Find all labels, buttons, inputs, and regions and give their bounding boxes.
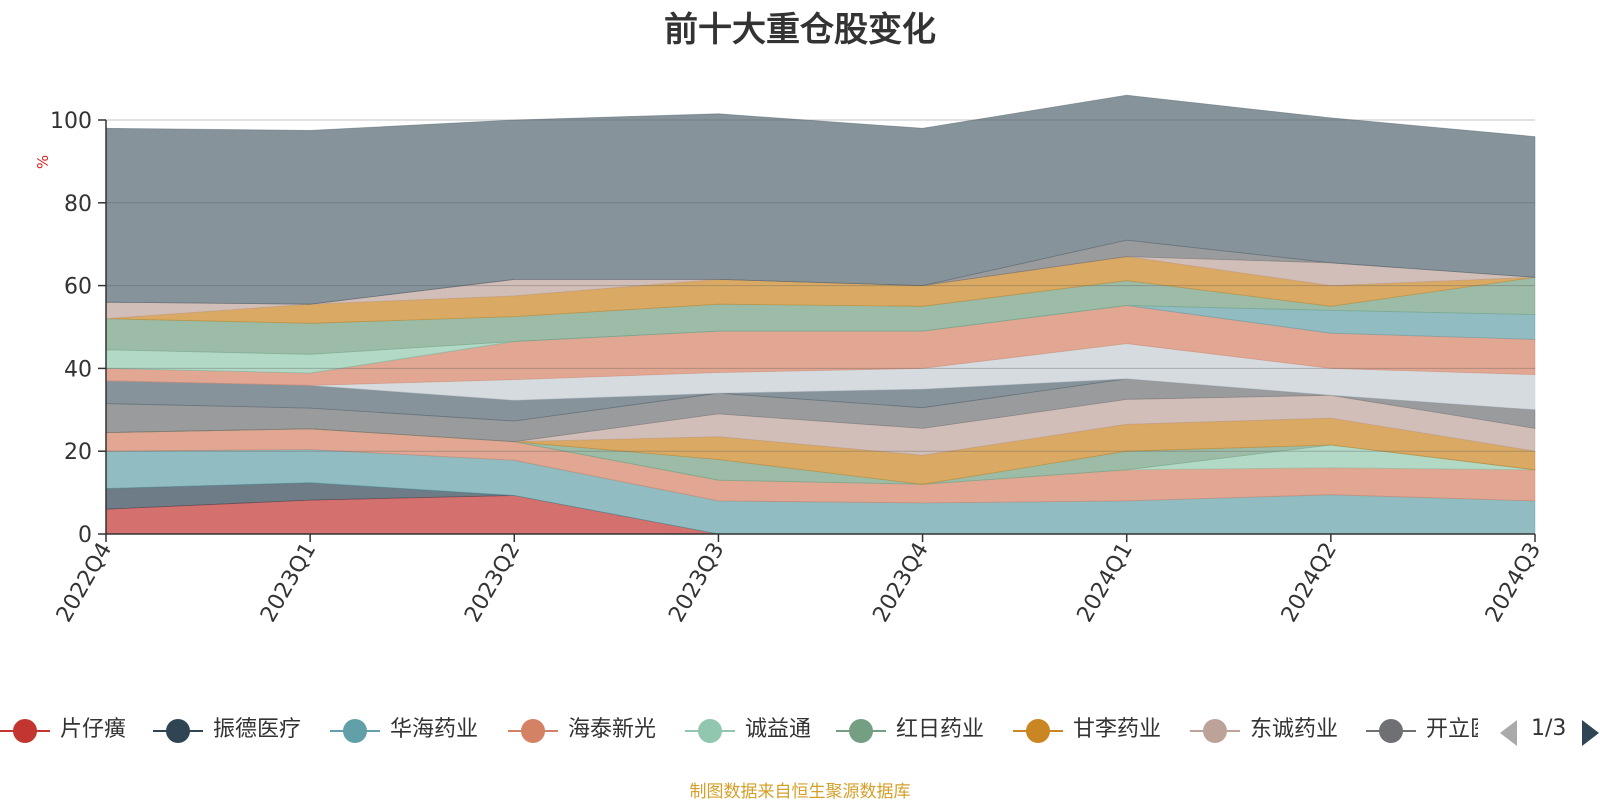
legend: 片仔癀 振德医疗 华海药业 海泰新光 诚益通 红日药业 甘李药业 东诚药业 开立医疗 1/3 — [0, 712, 1600, 752]
legend-circle-icon — [521, 719, 545, 743]
legend-circle-icon — [13, 719, 37, 743]
axes: % — [34, 120, 1535, 535]
y-tick-label-1: 20 — [64, 440, 92, 465]
legend-circle-icon — [849, 719, 873, 743]
chart-title: 前十大重仓股变化 — [664, 10, 936, 50]
legend-item-0[interactable]: 片仔癀 — [0, 714, 170, 746]
legend-pager: 1/3 — [1500, 712, 1600, 752]
legend-item-4[interactable]: 诚益通 — [685, 714, 855, 746]
legend-label: 华海药业 — [390, 717, 479, 742]
x-tick-label-7: 2024Q3 — [1481, 539, 1546, 627]
x-tick-label-6: 2024Q2 — [1277, 539, 1342, 627]
y-tick-labels: 0 20 40 60 80 100 — [50, 109, 106, 548]
area-series-group — [105, 94, 1536, 535]
legend-item-8[interactable]: 开立医疗 — [1366, 714, 1478, 746]
y-axis-unit-label: % — [34, 155, 52, 169]
x-tick-label-4: 2023Q4 — [868, 539, 933, 627]
legend-circle-icon — [343, 719, 367, 743]
legend-item-2[interactable]: 华海药业 — [330, 714, 500, 746]
x-tick-label-2: 2023Q2 — [460, 539, 525, 627]
legend-item-6[interactable]: 甘李药业 — [1013, 714, 1183, 746]
legend-page-indicator: 1/3 — [1531, 716, 1567, 741]
legend-item-3[interactable]: 海泰新光 — [508, 714, 678, 746]
legend-label: 诚益通 — [745, 717, 812, 742]
grid-lines — [106, 119, 1535, 452]
data-source-footer: 制图数据来自恒生聚源数据库 — [689, 782, 911, 802]
legend-label: 开立医疗 — [1426, 717, 1478, 742]
y-tick-label-3: 60 — [64, 275, 92, 300]
legend-item-7[interactable]: 东诚药业 — [1190, 714, 1360, 746]
y-tick-label-5: 100 — [50, 109, 92, 134]
x-tick-label-1: 2023Q1 — [256, 539, 321, 627]
legend-label: 片仔癀 — [60, 717, 127, 742]
area-series-18 — [105, 94, 1536, 305]
legend-label: 东诚药业 — [1250, 717, 1339, 742]
legend-circle-icon — [1203, 719, 1227, 743]
x-tick-label-5: 2024Q1 — [1073, 539, 1138, 627]
legend-items: 片仔癀 振德医疗 华海药业 海泰新光 诚益通 红日药业 甘李药业 东诚药业 开立医疗 — [0, 712, 1478, 752]
legend-label: 甘李药业 — [1073, 717, 1162, 742]
y-tick-label-0: 0 — [78, 523, 92, 548]
x-tick-labels: 2022Q4 2023Q1 2023Q2 2023Q3 2023Q4 2024Q1 2024… — [52, 534, 1546, 627]
y-tick-label-2: 40 — [64, 357, 92, 382]
legend-item-5[interactable]: 红日药业 — [836, 714, 1006, 746]
legend-next-page-icon[interactable] — [1582, 720, 1599, 746]
legend-item-1[interactable]: 振德医疗 — [153, 714, 323, 746]
legend-circle-icon — [698, 719, 722, 743]
legend-circle-icon — [1379, 719, 1403, 743]
legend-label: 海泰新光 — [568, 717, 657, 742]
legend-circle-icon — [1026, 719, 1050, 743]
legend-prev-page-icon[interactable] — [1500, 720, 1517, 746]
legend-label: 振德医疗 — [213, 717, 302, 742]
x-tick-label-3: 2023Q3 — [664, 539, 729, 627]
legend-label: 红日药业 — [896, 717, 985, 742]
x-tick-label-0: 2022Q4 — [52, 539, 117, 627]
legend-circle-icon — [166, 719, 190, 743]
y-tick-label-4: 80 — [64, 192, 92, 217]
